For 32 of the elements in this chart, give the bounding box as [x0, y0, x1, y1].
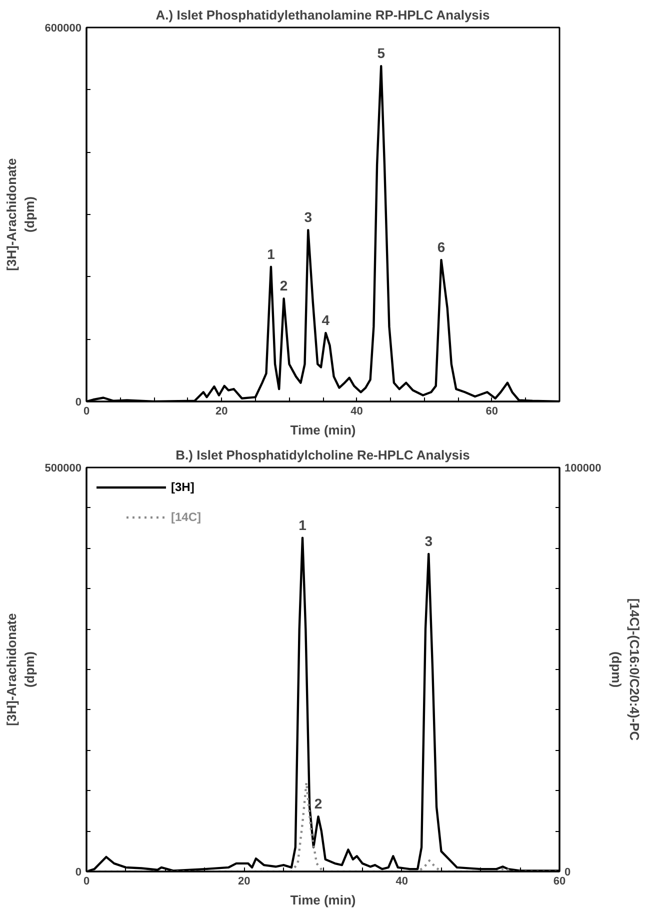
x-tick-label: 60 — [486, 406, 498, 418]
y-axis-title: [3H]-Arachidonate (dpm) — [4, 613, 37, 726]
x-tick-label: 60 — [553, 876, 566, 888]
y2-tick-label: 0 — [564, 866, 571, 878]
y-tick-label: 500000 — [44, 462, 82, 474]
annotation: 1 — [267, 246, 276, 262]
x-tick-label: 0 — [83, 406, 90, 418]
annotation: 5 — [377, 45, 386, 62]
y-axis-title: [3H]-Arachidonate (dpm) — [4, 158, 37, 271]
y2-axis-title: [14C]-(C16:0/C20:4)-PC (dpm) — [609, 598, 642, 742]
chart-title: A.) Islet Phosphatidylethanolamine RP-HPLC Analysis — [156, 8, 490, 22]
x-tick-label: 40 — [350, 406, 363, 418]
annotation: 4 — [322, 312, 330, 328]
legend-label: [14C] — [171, 510, 202, 524]
x-axis-title: Time (min) — [290, 892, 356, 908]
y2-tick-label: 100000 — [564, 462, 602, 474]
y-tick-label: 0 — [75, 866, 82, 878]
y-tick-label: 600000 — [44, 22, 82, 34]
annotation: 2 — [280, 278, 288, 294]
x-tick-label: 20 — [216, 406, 228, 418]
annotation: 6 — [437, 239, 446, 256]
annotation: 3 — [424, 532, 433, 549]
annotation: 2 — [314, 796, 322, 812]
x-tick-label: 0 — [83, 876, 90, 888]
chart-title: B.) Islet Phosphatidylcholine Re-HPLC Analysis — [176, 448, 470, 462]
y-tick-label: 0 — [75, 396, 82, 408]
x-tick-label: 20 — [238, 876, 250, 888]
annotation: 1 — [298, 516, 307, 533]
annotation: 3 — [304, 209, 312, 226]
text: [3H] — [171, 480, 194, 494]
x-axis-title: Time (min) — [290, 422, 356, 438]
x-tick-label: 40 — [396, 876, 408, 888]
